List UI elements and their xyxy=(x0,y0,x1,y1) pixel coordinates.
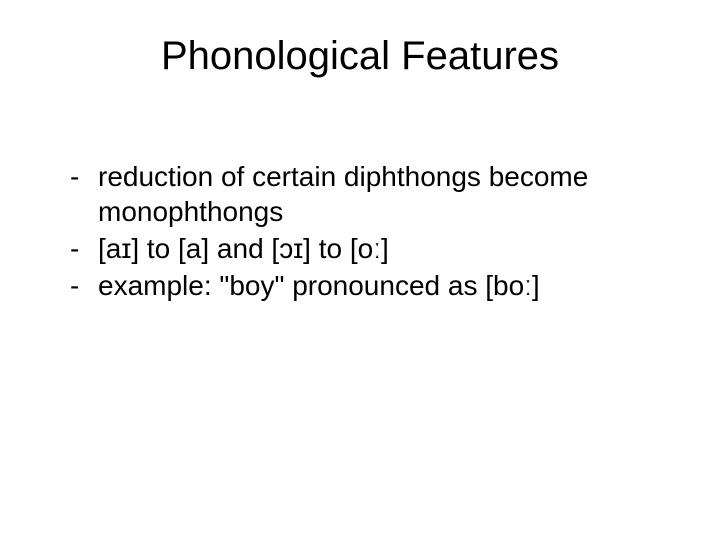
bullet-text: reduction of certain diphthongs become m… xyxy=(98,159,670,229)
bullet-dash: - xyxy=(70,159,98,194)
bullet-list: - reduction of certain diphthongs become… xyxy=(70,159,670,303)
bullet-dash: - xyxy=(70,268,98,303)
bullet-text: example: "boy" pronounced as [boː] xyxy=(98,268,670,303)
slide: Phonological Features - reduction of cer… xyxy=(0,0,720,540)
slide-title: Phonological Features xyxy=(50,34,670,79)
list-item: - reduction of certain diphthongs become… xyxy=(70,159,670,229)
bullet-dash: - xyxy=(70,231,98,266)
bullet-text: [aɪ] to [a] and [ɔɪ] to [oː] xyxy=(98,231,670,266)
list-item: - [aɪ] to [a] and [ɔɪ] to [oː] xyxy=(70,231,670,266)
list-item: - example: "boy" pronounced as [boː] xyxy=(70,268,670,303)
